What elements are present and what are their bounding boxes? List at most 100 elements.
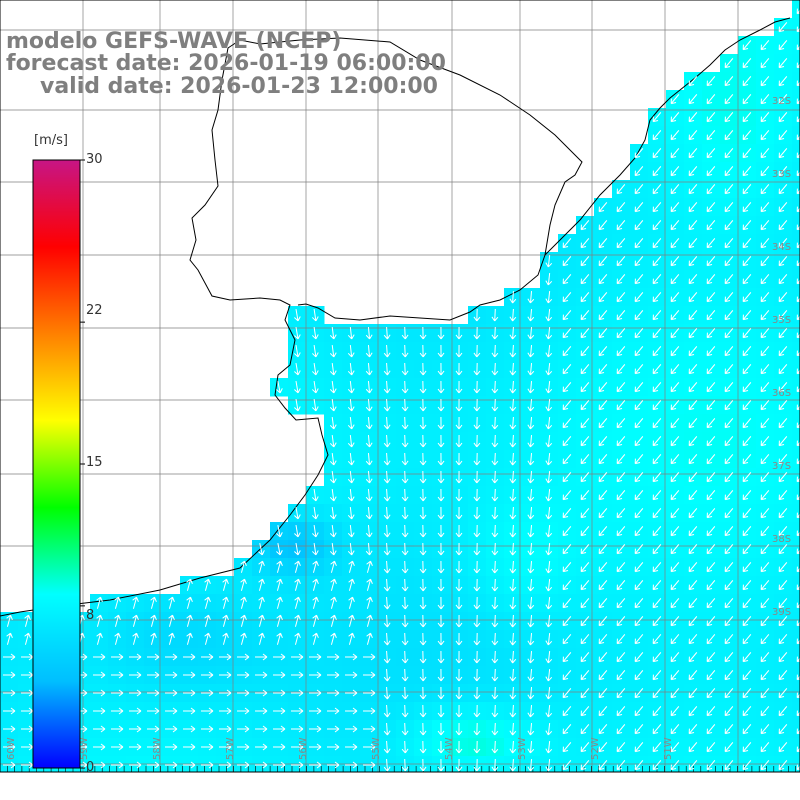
wind-arrow [688,130,698,141]
lat-label: 35S [772,315,791,326]
wind-arrow [562,508,572,519]
wind-arrow [437,632,445,646]
wind-arrow [401,668,409,682]
wind-arrow [219,725,232,733]
wind-arrow [670,346,680,357]
wind-arrow [778,382,788,393]
wind-arrow [437,344,445,358]
wind-arrow [165,671,178,679]
wind-arrow [291,725,304,733]
wind-arrow [273,653,286,661]
wind-arrow [580,400,590,411]
wind-arrow [742,490,752,501]
wind-arrow [742,562,752,573]
wind-arrow [742,202,752,213]
wind-arrow [634,346,644,357]
wind-cell [792,576,800,595]
wind-arrow [760,472,770,483]
wind-arrow [688,472,698,483]
wind-arrow [598,490,608,501]
wind-arrow [111,707,124,715]
wind-arrow [760,670,770,681]
wind-arrow [688,382,698,393]
wind-arrow [365,470,373,484]
wind-cell [792,504,800,523]
wind-arrow [93,707,106,715]
wind-arrow [545,542,553,556]
wind-arrow [724,436,734,447]
wind-arrow [276,543,283,556]
wind-arrow [111,761,124,769]
wind-arrow [383,740,391,754]
wind-cell [792,540,800,559]
wind-arrow [652,220,662,231]
wind-arrow [255,689,268,697]
wind-arrow [580,760,590,771]
wind-arrow [6,614,13,627]
wind-arrow [545,578,553,592]
wind-arrow [562,580,572,591]
wind-arrow [598,598,608,609]
wind-arrow [273,743,286,751]
wind-arrow [724,580,734,591]
wind-arrow [670,472,680,483]
wind-cell [792,684,800,703]
wind-arrow [491,326,499,340]
wind-arrow [760,346,770,357]
colorbar-tick-22: 22 [86,303,103,318]
wind-arrow [742,238,752,249]
wind-arrow [724,112,734,123]
wind-arrow [634,724,644,735]
lat-label: 38S [772,534,791,545]
wind-arrow [201,653,214,661]
wind-arrow [652,184,662,195]
wind-arrow [652,616,662,627]
colorbar-tick-15: 15 [86,455,103,470]
wind-arrow [345,689,358,697]
wind-arrow [204,596,211,609]
wind-arrow [742,148,752,159]
wind-arrow [670,292,680,303]
wind-arrow [219,653,232,661]
wind-arrow [527,632,535,646]
wind-arrow [311,380,319,394]
wind-arrow [706,292,716,303]
wind-arrow [291,761,304,769]
wind-arrow [258,614,265,627]
wind-arrow [634,562,644,573]
wind-arrow [455,524,463,538]
lon-label: 54W [444,737,455,760]
wind-arrow [347,326,355,340]
wind-arrow [111,689,124,697]
wind-arrow [491,740,499,754]
wind-cell [792,324,800,343]
wind-arrow [312,560,319,573]
wind-arrow [688,454,698,465]
wind-arrow [562,274,572,285]
wind-arrow [545,344,553,358]
wind-arrow [670,634,680,645]
wind-arrow [580,292,590,303]
wind-arrow [527,596,535,610]
wind-arrow [724,76,734,87]
wind-arrow [598,562,608,573]
wind-arrow [706,472,716,483]
wind-arrow [509,632,517,646]
wind-arrow [598,418,608,429]
wind-arrow [294,614,301,627]
wind-arrow [670,382,680,393]
wind-arrow [652,508,662,519]
wind-arrow [598,238,608,249]
wind-cell [792,594,800,613]
wind-arrow [545,308,553,322]
wind-arrow [383,344,391,358]
wind-arrow [778,436,788,447]
wind-arrow [706,418,716,429]
wind-arrow [383,506,391,520]
wind-arrow [273,689,286,697]
wind-arrow [473,380,481,394]
wind-arrow [509,344,517,358]
wind-arrow [455,758,463,772]
wind-cell [792,648,800,667]
wind-arrow [348,632,355,645]
